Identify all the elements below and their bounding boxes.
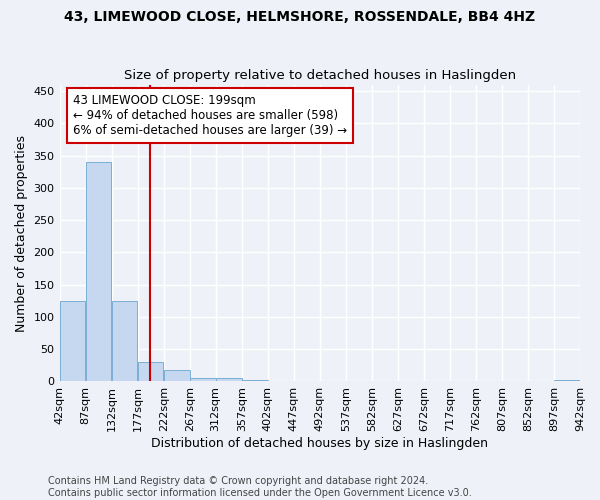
Y-axis label: Number of detached properties: Number of detached properties	[15, 134, 28, 332]
Title: Size of property relative to detached houses in Haslingden: Size of property relative to detached ho…	[124, 69, 516, 82]
Bar	[320, 381, 346, 382]
Bar	[242, 380, 268, 382]
Bar	[294, 381, 320, 382]
Text: Contains HM Land Registry data © Crown copyright and database right 2024.
Contai: Contains HM Land Registry data © Crown c…	[48, 476, 472, 498]
Bar	[59, 301, 85, 382]
Text: 43 LIMEWOOD CLOSE: 199sqm
← 94% of detached houses are smaller (598)
6% of semi-: 43 LIMEWOOD CLOSE: 199sqm ← 94% of detac…	[73, 94, 347, 137]
Bar	[138, 362, 163, 382]
Bar	[554, 380, 580, 382]
Bar	[216, 378, 242, 382]
Bar	[112, 301, 137, 382]
Bar	[268, 381, 293, 382]
Bar	[190, 378, 215, 382]
X-axis label: Distribution of detached houses by size in Haslingden: Distribution of detached houses by size …	[151, 437, 488, 450]
Bar	[86, 162, 112, 382]
Bar	[164, 370, 190, 382]
Text: 43, LIMEWOOD CLOSE, HELMSHORE, ROSSENDALE, BB4 4HZ: 43, LIMEWOOD CLOSE, HELMSHORE, ROSSENDAL…	[64, 10, 536, 24]
